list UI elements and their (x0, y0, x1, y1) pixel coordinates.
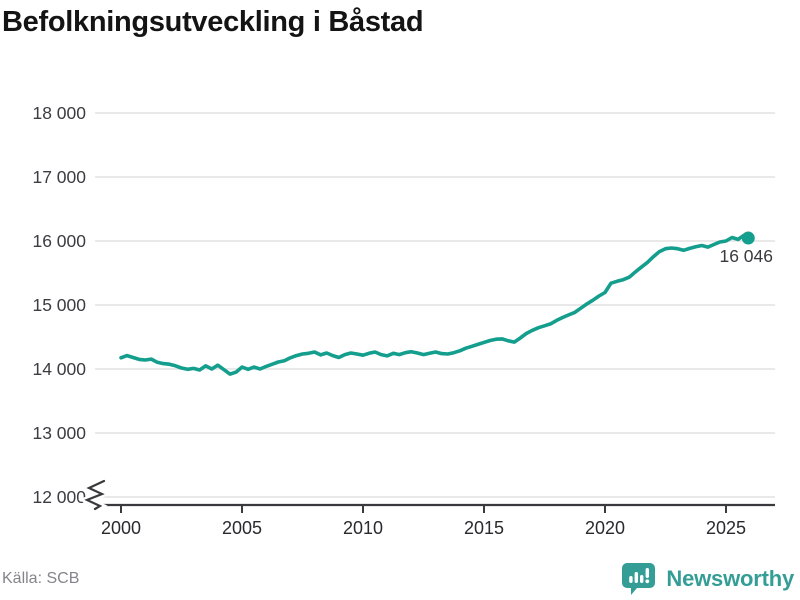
x-tick-label-2000: 2000 (101, 518, 141, 538)
axis-break-squiggle (84, 479, 106, 511)
y-tick-label-17000: 17 000 (32, 167, 86, 187)
y-tick-label-18000: 18 000 (32, 103, 86, 123)
page-title: Befolkningsutveckling i Båstad (2, 6, 424, 38)
exclamation-dot (645, 579, 650, 584)
x-tick-label-2005: 2005 (222, 518, 262, 538)
x-tick-label-2010: 2010 (343, 518, 383, 538)
y-tick-label-12000: 12 000 (32, 487, 86, 507)
end-value-label: 16 046 (719, 246, 773, 266)
exclamation-bar (646, 568, 650, 578)
speech-bubble-shape (622, 563, 656, 595)
source-note: Källa: SCB (2, 570, 80, 587)
y-tick-label-13000: 13 000 (32, 423, 86, 443)
bar-tall (635, 572, 639, 583)
newsworthy-logo: Newsworthy (620, 561, 794, 596)
x-tick-label-2025: 2025 (706, 518, 746, 538)
newsworthy-bubble-chart-icon (622, 563, 656, 595)
y-tick-label-15000: 15 000 (32, 295, 86, 315)
population-series-line (119, 233, 751, 376)
end-point-dot (741, 231, 755, 245)
y-tick-label-16000: 16 000 (32, 231, 86, 251)
x-tick-label-2015: 2015 (464, 518, 504, 538)
bar-small (629, 576, 634, 583)
brand-name: Newsworthy (666, 565, 794, 591)
y-tick-label-14000: 14 000 (32, 359, 86, 379)
bar-medium (640, 575, 644, 583)
x-tick-label-2020: 2020 (585, 518, 625, 538)
